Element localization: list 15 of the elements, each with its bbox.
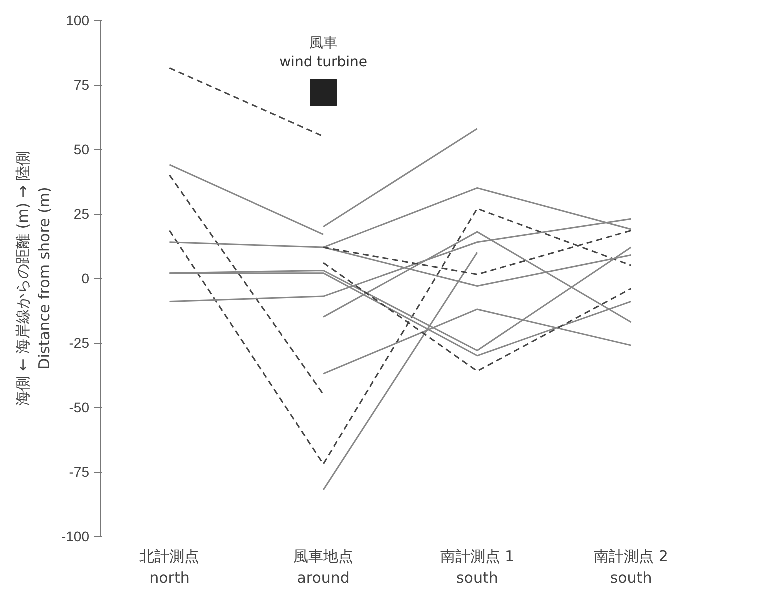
y-tick-label: 100 (66, 12, 90, 28)
y-tick-label: -25 (69, 335, 90, 351)
x-tick-label: 風車地点 around (294, 548, 354, 588)
y-tick-label: -75 (69, 464, 90, 480)
y-tick-label: 50 (74, 142, 90, 158)
x-tick-label: 南計測点 2 south (594, 548, 668, 588)
x-tick-label: 北計測点 north (140, 548, 200, 588)
x-tick-label: 南計測点 1 south (440, 548, 515, 588)
y-tick-label: 75 (74, 77, 90, 93)
y-tick-label: 0 (82, 270, 90, 286)
y-tick-label: -100 (61, 528, 90, 544)
y-tick-label: -50 (69, 400, 90, 416)
y-axis-title: 海側 ← 海岸線からの距離 (m) → 陸側 Distance from shore (m) (14, 150, 54, 406)
annotation: 風車 wind turbine (280, 36, 368, 71)
y-tick-label: 25 (74, 206, 90, 222)
